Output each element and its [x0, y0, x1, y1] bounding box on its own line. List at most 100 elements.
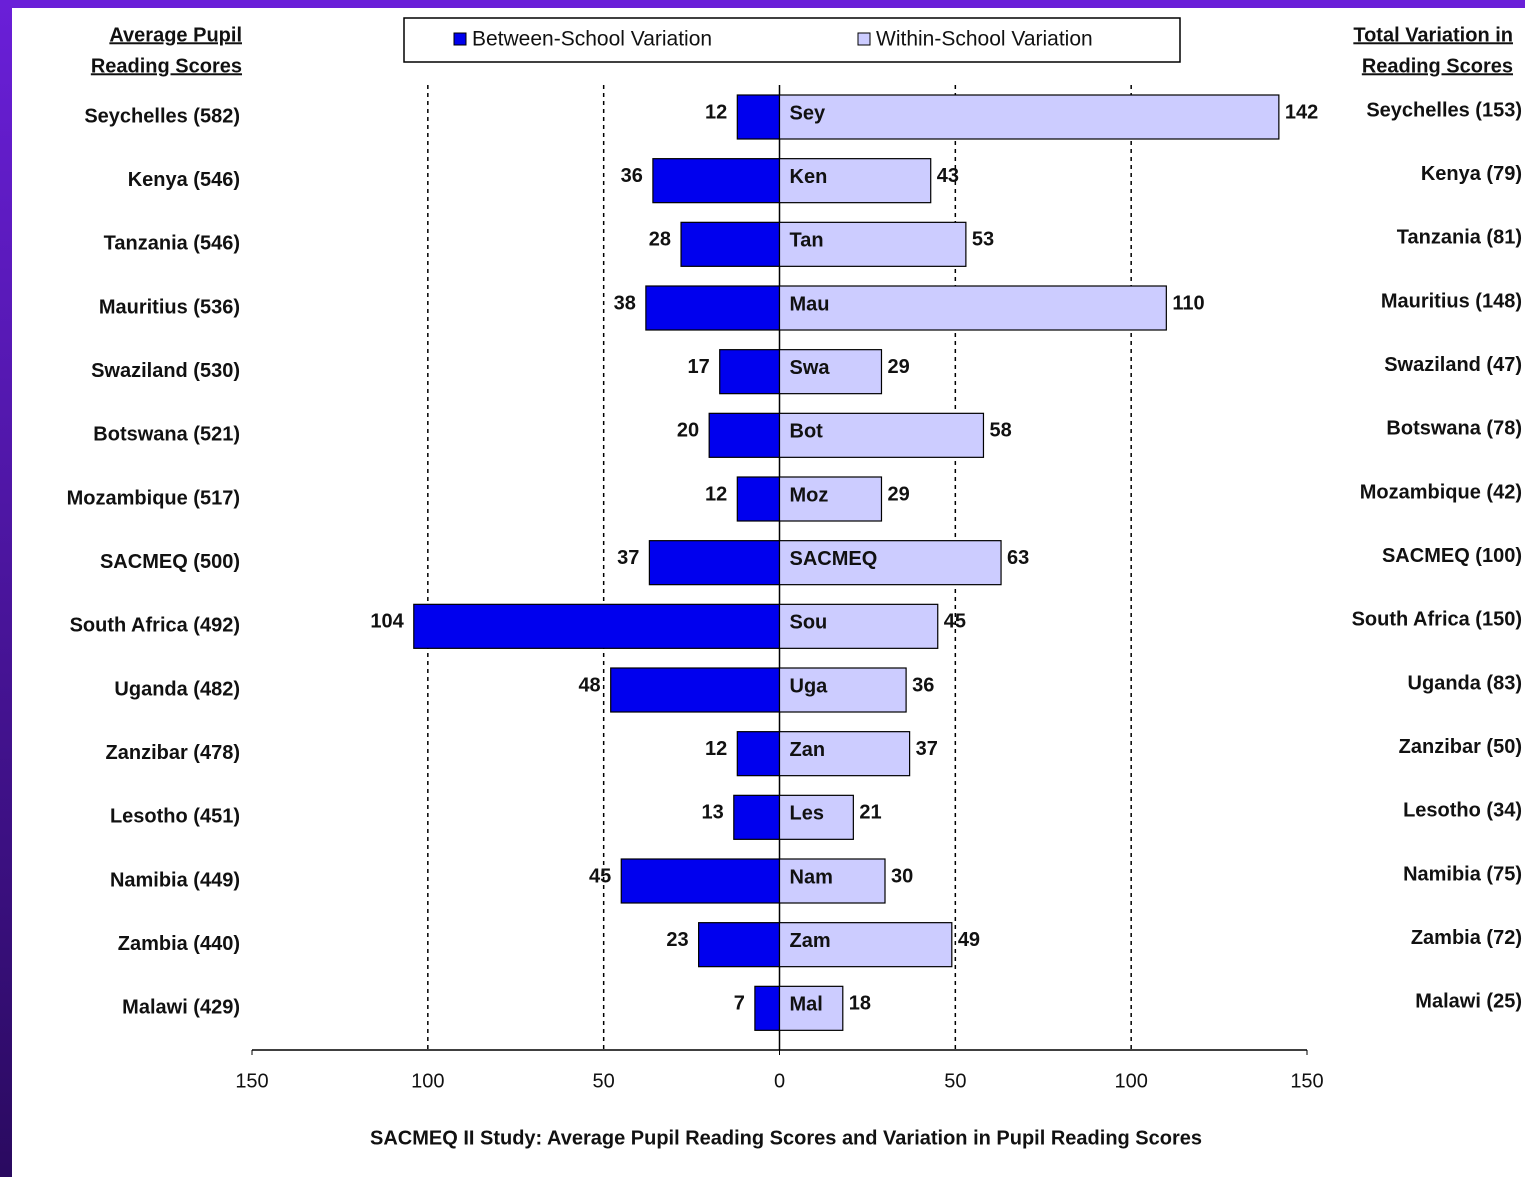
bar-label: Zan	[790, 739, 826, 761]
left-label: Lesotho (451)	[110, 806, 240, 828]
value-label: 45	[944, 611, 966, 633]
bar	[736, 476, 781, 522]
value-label: 29	[887, 483, 909, 505]
left-header: Average Pupil	[109, 24, 242, 46]
x-tick-label: 0	[774, 1070, 785, 1092]
value-label: 36	[912, 674, 934, 696]
right-label: Malawi (25)	[1415, 991, 1522, 1013]
value-label: 38	[614, 292, 636, 314]
bar-label: Uga	[790, 675, 829, 697]
left-label: SACMEQ (500)	[100, 551, 240, 573]
value-label: 63	[1007, 547, 1029, 569]
left-label: Uganda (482)	[114, 678, 240, 700]
left-label: Namibia (449)	[110, 869, 240, 891]
bar	[733, 794, 781, 840]
left-label: Kenya (546)	[128, 169, 240, 191]
value-label: 12	[705, 483, 727, 505]
left-label: Swaziland (530)	[91, 360, 240, 382]
value-label: 48	[578, 674, 600, 696]
bar	[652, 158, 781, 204]
bar	[754, 985, 781, 1031]
x-tick-label: 100	[411, 1070, 444, 1092]
legend-label: Between-School Variation	[472, 28, 712, 51]
bar	[708, 412, 781, 458]
value-label: 28	[649, 229, 671, 251]
value-label: 45	[589, 865, 611, 887]
bar-label: Mau	[790, 293, 830, 315]
value-label: 21	[859, 802, 881, 824]
value-label: 142	[1285, 101, 1318, 123]
value-label: 49	[958, 929, 980, 951]
bar-label: Nam	[790, 866, 833, 888]
bar	[610, 667, 781, 713]
legend-swatch	[857, 32, 871, 46]
value-label: 17	[687, 356, 709, 378]
value-label: 18	[849, 993, 871, 1015]
right-label: Seychelles (153)	[1366, 99, 1522, 121]
x-tick-label: 150	[235, 1070, 268, 1092]
right-label: Mauritius (148)	[1381, 290, 1522, 312]
right-header: Total Variation in	[1353, 24, 1513, 46]
bar	[698, 922, 781, 968]
bar	[736, 731, 781, 777]
left-label: Mauritius (536)	[99, 296, 240, 318]
left-label: Zanzibar (478)	[106, 742, 240, 764]
bar	[719, 349, 781, 395]
left-header: Reading Scores	[91, 55, 242, 77]
value-label: 20	[677, 420, 699, 442]
chart-title: SACMEQ II Study: Average Pupil Reading S…	[370, 1127, 1202, 1149]
right-label: Uganda (83)	[1408, 672, 1522, 694]
bar-label: Sou	[790, 612, 828, 634]
bar-label: Tan	[790, 230, 824, 252]
bar	[413, 603, 781, 649]
left-label: Botswana (521)	[93, 424, 240, 446]
left-label: South Africa (492)	[70, 615, 240, 637]
x-tick-label: 150	[1290, 1070, 1323, 1092]
right-label: Zanzibar (50)	[1399, 736, 1522, 758]
bar-label: Zam	[790, 930, 831, 952]
right-header: Reading Scores	[1362, 55, 1513, 77]
bar-label: Sey	[790, 102, 826, 124]
bar	[778, 94, 1280, 140]
value-label: 43	[937, 165, 959, 187]
bar	[778, 922, 953, 968]
bar	[778, 476, 883, 522]
right-label: SACMEQ (100)	[1382, 545, 1522, 567]
value-label: 29	[887, 356, 909, 378]
right-label: Mozambique (42)	[1360, 481, 1522, 503]
bar-label: Ken	[790, 166, 828, 188]
left-label: Tanzania (546)	[104, 233, 240, 255]
bar	[680, 221, 781, 267]
value-label: 37	[916, 738, 938, 760]
bar	[778, 985, 844, 1031]
value-label: 104	[370, 611, 404, 633]
value-label: 12	[705, 738, 727, 760]
left-label: Zambia (440)	[118, 933, 240, 955]
left-label: Mozambique (517)	[67, 487, 240, 509]
value-label: 30	[891, 865, 913, 887]
bar-label: Mal	[790, 994, 823, 1016]
bar	[778, 540, 1002, 586]
bar	[778, 794, 854, 840]
value-label: 58	[989, 420, 1011, 442]
bar-label: Swa	[790, 357, 831, 379]
value-label: 37	[617, 547, 639, 569]
bar	[778, 285, 1167, 331]
x-tick-label: 50	[593, 1070, 615, 1092]
bar	[620, 858, 781, 904]
value-label: 53	[972, 229, 994, 251]
legend-label: Within-School Variation	[876, 28, 1093, 51]
bar	[778, 667, 907, 713]
value-label: 36	[621, 165, 643, 187]
bar	[778, 731, 911, 777]
left-label: Seychelles (582)	[84, 105, 240, 127]
right-label: Zambia (72)	[1411, 927, 1522, 949]
bar	[736, 94, 781, 140]
legend-box	[403, 17, 1181, 63]
value-label: 13	[702, 802, 724, 824]
right-label: Swaziland (47)	[1384, 354, 1522, 376]
bar-label: Bot	[790, 421, 824, 443]
bar	[778, 349, 883, 395]
right-label: Lesotho (34)	[1403, 800, 1522, 822]
